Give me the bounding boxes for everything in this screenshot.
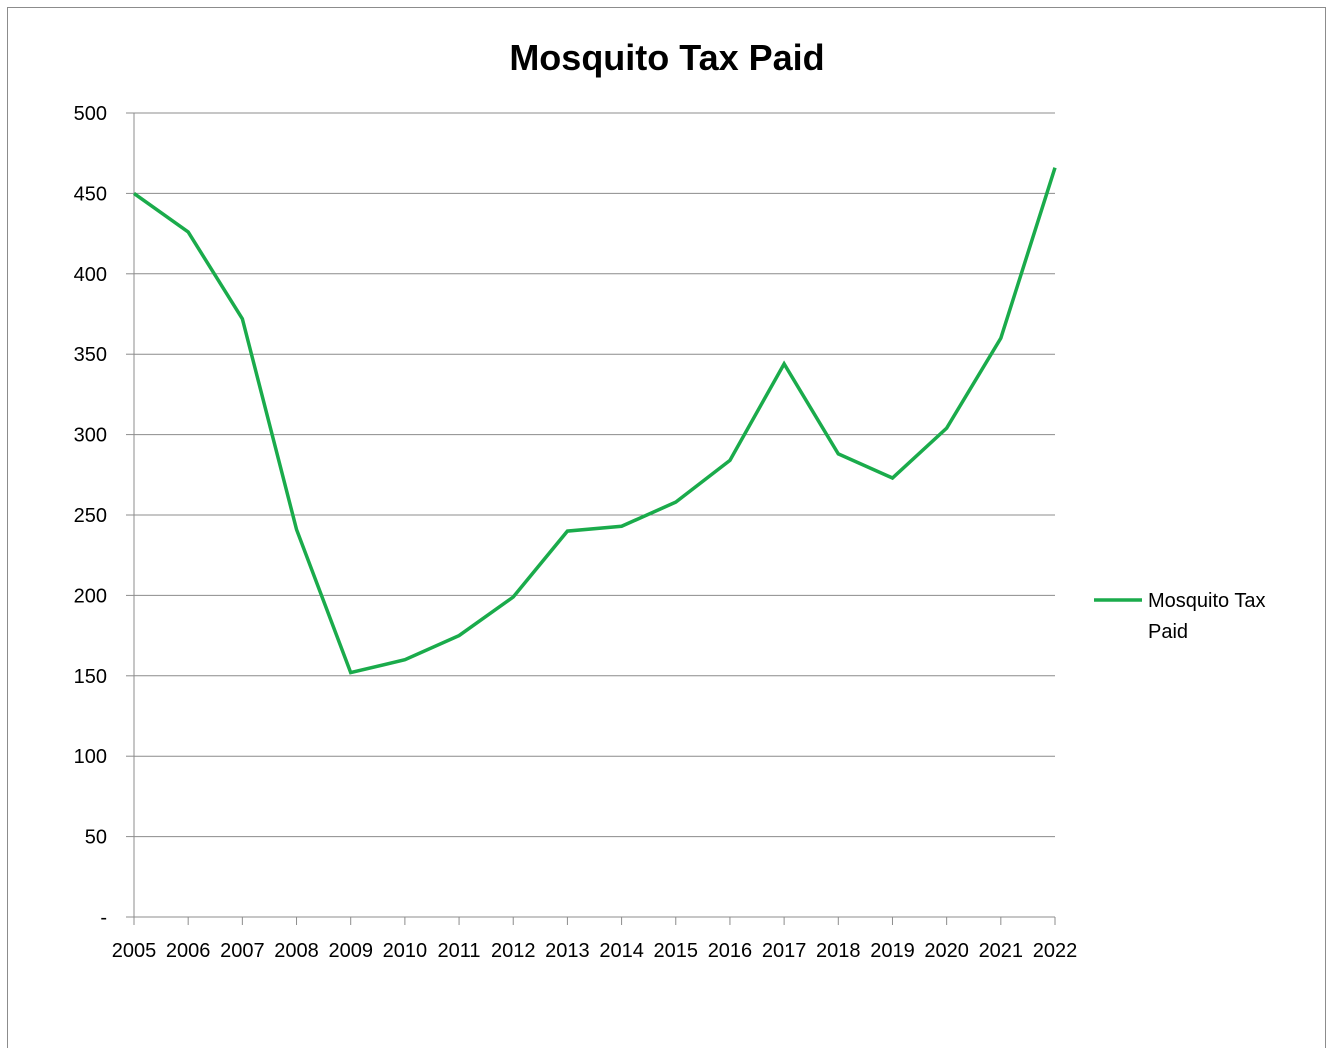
y-tick-label-0: - [100, 907, 107, 929]
y-tick-label-500: 500 [74, 103, 107, 125]
x-tick-label-2018: 2018 [816, 940, 861, 962]
y-tick-label-150: 150 [74, 666, 107, 688]
x-tick-label-2013: 2013 [545, 940, 590, 962]
x-tick-label-2012: 2012 [491, 940, 536, 962]
chart-frame [7, 7, 1326, 1048]
y-tick-label-50: 50 [85, 827, 107, 849]
x-tick-label-2005: 2005 [112, 940, 157, 962]
series-line-0 [132, 167, 1057, 675]
x-tick-label-2015: 2015 [654, 940, 699, 962]
gridlines [134, 112, 1055, 838]
x-tick-label-2010: 2010 [383, 940, 428, 962]
x-tick-label-2009: 2009 [328, 940, 373, 962]
chart-title: Mosquito Tax Paid [509, 37, 824, 78]
x-tick-label-2016: 2016 [708, 940, 753, 962]
y-tick-label-300: 300 [74, 425, 107, 447]
x-tick-label-2020: 2020 [924, 940, 969, 962]
y-tick-label-350: 350 [74, 344, 107, 366]
y-axis-ticks: - 50 100 150 200 250 300 350 400 450 500 [74, 103, 134, 929]
x-tick-label-2007: 2007 [220, 940, 265, 962]
x-tick-label-2011: 2011 [438, 940, 481, 962]
x-tick-label-2008: 2008 [274, 940, 319, 962]
x-axis-ticks: 2005 2006 2007 2008 2009 2010 2011 2012 2013 2014… [112, 917, 1078, 962]
legend: Mosquito Tax Paid [1094, 590, 1265, 643]
x-tick-label-2014: 2014 [599, 940, 644, 962]
legend-label-line-1: Mosquito Tax [1148, 590, 1265, 612]
series-group [132, 167, 1057, 675]
y-tick-label-450: 450 [74, 183, 107, 205]
legend-label-line-2: Paid [1148, 621, 1188, 643]
y-tick-label-100: 100 [74, 746, 107, 768]
x-tick-label-2019: 2019 [870, 940, 915, 962]
y-tick-label-400: 400 [74, 264, 107, 286]
x-tick-label-2022: 2022 [1033, 940, 1078, 962]
x-tick-label-2017: 2017 [762, 940, 807, 962]
y-tick-label-250: 250 [74, 505, 107, 527]
x-tick-label-2006: 2006 [166, 940, 211, 962]
y-tick-label-200: 200 [74, 585, 107, 607]
x-tick-label-2021: 2021 [979, 940, 1024, 962]
